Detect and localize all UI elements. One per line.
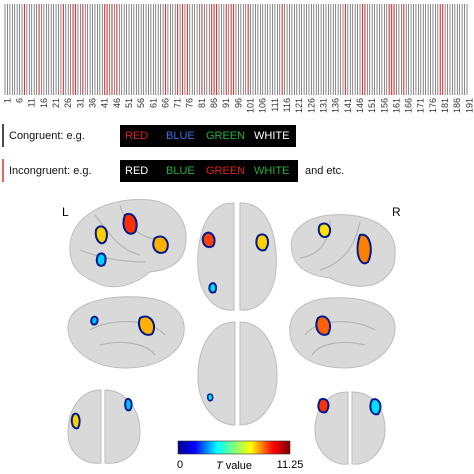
stimulus-word: BLUE: [166, 165, 195, 177]
brain-occipital: [314, 391, 386, 465]
trial-tick-label: 71: [173, 98, 183, 108]
trial-tick-label: 116: [282, 98, 292, 112]
trial-tick-label: 41: [100, 98, 110, 108]
brain-dorsal: [197, 202, 277, 311]
trial-tick-label: 146: [355, 98, 365, 113]
trial-tick-label: 86: [209, 98, 219, 108]
stimulus-word: GREEN: [206, 165, 245, 177]
trial-ticks: 1 6 11 16 21 26 31 36 41 46 51 56 61 66 71 76 81 86 91 96 10…: [2, 98, 474, 113]
trial-tick-label: 96: [233, 98, 243, 108]
colorbar-max: 11.25: [277, 459, 304, 471]
trial-tick-label: 26: [63, 98, 73, 108]
trial-tick-label: 111: [270, 98, 280, 112]
stimulus-word: WHITE: [254, 165, 289, 177]
trial-tick-label: 106: [258, 98, 268, 113]
stimulus-word: WHITE: [254, 130, 289, 142]
trial-tick-label: 166: [404, 98, 414, 113]
trial-tick-label: 186: [452, 98, 462, 113]
trial-tick-label: 181: [440, 98, 450, 113]
incongruent-suffix: and etc.: [305, 165, 344, 177]
trial-sequence: [4, 4, 468, 95]
trial-tick-label: 81: [197, 98, 207, 108]
trial-tick-label: 1: [2, 98, 12, 103]
colorbar: [177, 440, 291, 455]
stimulus-word: GREEN: [206, 130, 245, 142]
trial-tick-label: 191: [464, 98, 474, 113]
trial-tick-label: 156: [379, 98, 389, 113]
stimulus-word: RED: [125, 165, 148, 177]
trial-tick-label: 126: [306, 98, 316, 113]
trial-tick-label: 61: [148, 98, 158, 108]
left-label: L: [62, 205, 69, 219]
trial-tick-label: 6: [15, 98, 25, 103]
trial-tick-label: 176: [428, 98, 438, 113]
trial-tick-label: 51: [124, 98, 134, 108]
trial-tick-label: 136: [331, 98, 341, 113]
trial-tick-label: 131: [318, 98, 328, 113]
trial-tick-label: 91: [221, 98, 231, 108]
trial-tick-label: 16: [39, 98, 49, 108]
stimulus-word: BLUE: [166, 130, 195, 142]
colorbar-title: T value: [216, 460, 252, 472]
trial-tick-label: 21: [51, 98, 61, 108]
trial-tick-label: 171: [416, 98, 426, 113]
trial-tick-label: 161: [391, 98, 401, 113]
incongruent-words: RED BLUE GREEN WHITE: [125, 165, 289, 177]
right-label: R: [392, 205, 401, 219]
incongruent-label: Incongruent: e.g.: [9, 165, 92, 177]
trial-tick-label: 36: [87, 98, 97, 108]
brain-lateral-left: [69, 198, 187, 288]
trial-tick-label: 11: [27, 98, 37, 107]
brain-frontal: [67, 389, 141, 464]
trial-tick-label: 31: [75, 98, 85, 108]
colorbar-min: 0: [177, 459, 183, 471]
congruent-box: [120, 125, 296, 147]
trial-tick-label: 46: [112, 98, 122, 108]
trial-tick-label: 101: [246, 98, 256, 113]
colorbar-title-text: value: [226, 460, 252, 472]
brain-ventral: [197, 321, 278, 426]
stimulus-word: RED: [125, 130, 148, 142]
congruent-words: RED BLUE GREEN WHITE: [125, 130, 289, 142]
trial-tick-label: 76: [185, 98, 195, 108]
trial-tick-label: 121: [294, 98, 304, 113]
trial-tick-label: 56: [136, 98, 146, 108]
brain-medial-left: [67, 296, 185, 369]
trial-tick-label: 66: [160, 98, 170, 108]
trial-tick-label: 141: [343, 98, 353, 113]
congruent-label: Congruent: e.g.: [9, 130, 85, 142]
incongruent-box: [120, 160, 298, 182]
trial-tick-label: 151: [367, 98, 377, 113]
colorbar-title-italic: T: [216, 460, 224, 472]
brain-medial-right: [289, 297, 396, 369]
brain-lateral-right: [290, 214, 396, 287]
